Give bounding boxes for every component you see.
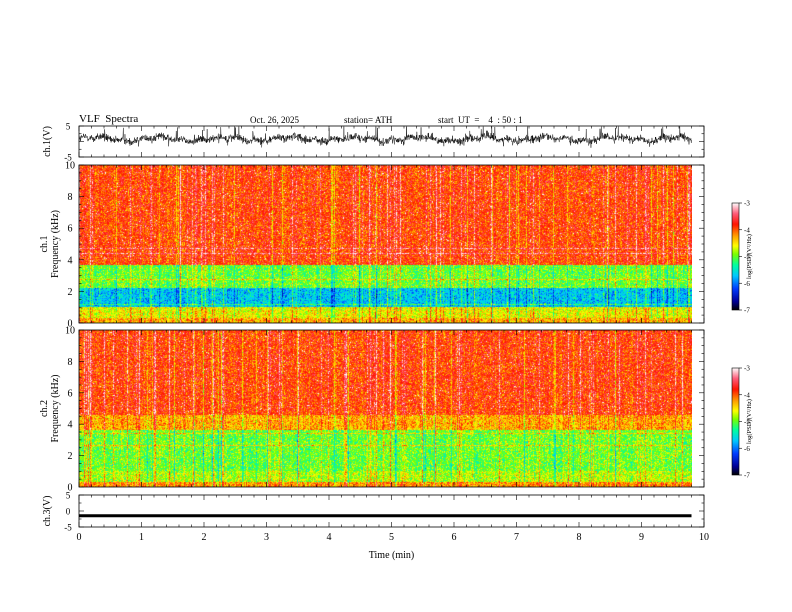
ch1-ytick-label: 2 xyxy=(68,287,73,298)
colorbar-tick-label: -3 xyxy=(744,365,750,373)
ch2-spectrogram-image xyxy=(79,330,692,487)
ch2-ytick-label: 4 xyxy=(68,420,73,431)
ch2-ytick-label: 2 xyxy=(68,451,73,462)
xtick-label: 7 xyxy=(514,532,519,543)
ch1-spectrogram-image xyxy=(79,165,692,323)
colorbar-tick-label: -5 xyxy=(744,418,750,426)
date-label: Oct. 26, 2025 xyxy=(250,115,299,125)
station-label: station= ATH xyxy=(344,115,393,125)
x-axis-label: Time (min) xyxy=(369,550,414,561)
start-time-label: start UT = 4 : 50 : 1 xyxy=(438,115,523,125)
chart-title: VLF Spectra xyxy=(79,113,139,125)
xtick-label: 2 xyxy=(202,532,207,543)
colorbar-tick-label: -6 xyxy=(744,445,750,453)
ch2-ytick-label: 10 xyxy=(65,326,75,337)
xtick-label: 5 xyxy=(389,532,394,543)
colorbar-tick-label: -4 xyxy=(744,391,750,399)
ch2-channel-label: ch.2 xyxy=(39,400,50,417)
colorbar-label: log(PSD)(V²/Hz) xyxy=(746,234,753,279)
ch1-ytick-label: -5 xyxy=(64,153,72,163)
ch3-ylabel: ch.3(V) xyxy=(42,496,53,527)
ch1-ytick-label: 4 xyxy=(68,255,73,266)
ch1-colorbar xyxy=(731,202,742,311)
xtick-label: 1 xyxy=(139,532,144,543)
ch2-ytick-label: 0 xyxy=(68,483,73,494)
ch2-ytick-label: 6 xyxy=(68,388,73,399)
ch1-spectrogram xyxy=(78,164,705,324)
colorbar-tick-label: -6 xyxy=(744,280,750,288)
ch2-ylabel: Frequency (kHz) xyxy=(50,374,61,442)
xtick-label: 0 xyxy=(77,532,82,543)
ch3-ytick-label: 0 xyxy=(66,507,71,517)
xtick-label: 10 xyxy=(699,532,709,543)
ch1-ytick-label: 0 xyxy=(68,319,73,330)
xtick-label: 8 xyxy=(577,532,582,543)
ch2-spectrogram xyxy=(78,329,705,488)
colorbar-tick-label: -7 xyxy=(744,472,750,480)
xtick-label: 6 xyxy=(452,532,457,543)
colorbar-tick-label: -3 xyxy=(744,200,750,208)
ch1-channel-label: ch.1 xyxy=(39,236,50,253)
colorbar-tick-label: -7 xyxy=(744,307,750,315)
ch1-ytick-label: 10 xyxy=(65,161,75,172)
xtick-label: 4 xyxy=(327,532,332,543)
xtick-label: 9 xyxy=(639,532,644,543)
colorbar-gradient xyxy=(732,203,739,310)
ch1-waveform-trace xyxy=(78,126,692,148)
ch3-ytick-label: -5 xyxy=(64,523,72,533)
xtick-label: 3 xyxy=(264,532,269,543)
ch1-ytick-label: 5 xyxy=(66,122,71,132)
ch1-ytick-label: 6 xyxy=(68,224,73,235)
ch1-ylabel: Frequency (kHz) xyxy=(50,210,61,278)
ch3-ytick-label: 5 xyxy=(66,491,71,501)
ch1-ytick-label: 8 xyxy=(68,192,73,203)
ch2-ytick-label: 8 xyxy=(68,357,73,368)
colorbar-gradient xyxy=(732,368,739,475)
colorbar-tick-label: -4 xyxy=(744,226,750,234)
ch1-ylabel: ch.1(V) xyxy=(42,126,53,157)
colorbar-tick-label: -5 xyxy=(744,253,750,261)
colorbar-label: log(PSD)(V²/Hz) xyxy=(746,399,753,444)
ch2-colorbar xyxy=(731,367,742,476)
